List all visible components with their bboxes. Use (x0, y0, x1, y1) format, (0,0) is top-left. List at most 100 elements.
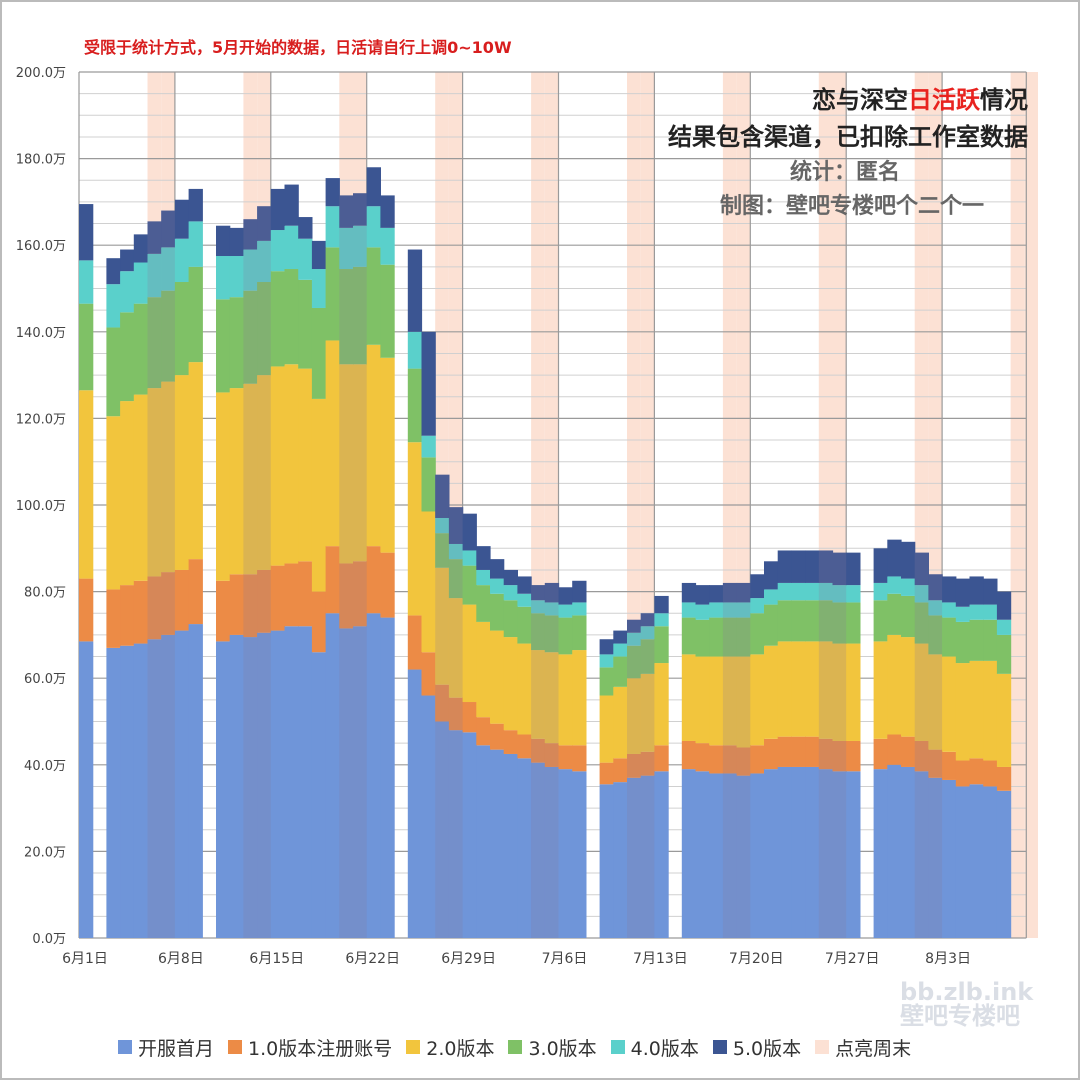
bar-segment-s4 (873, 582, 888, 601)
bar-segment-s5 (325, 178, 340, 207)
bar-segment-s5 (955, 578, 971, 607)
bar-segment-s5 (435, 474, 450, 518)
y-tick-label: 100.0万 (16, 499, 66, 514)
bar-segment-s3 (887, 593, 902, 635)
bar-segment-s2 (983, 660, 998, 761)
bar-segment-s0 (613, 782, 628, 938)
bar-segment-s5 (942, 576, 957, 603)
bar-segment-s1 (106, 589, 121, 648)
bar-segment-s2 (531, 650, 546, 739)
bar-segment-s2 (243, 383, 258, 575)
bar-segment-s1 (955, 760, 971, 787)
bar-segment-s0 (709, 773, 724, 938)
bar-segment-s3 (243, 290, 258, 384)
legend-item: 2.0版本 (406, 1034, 494, 1061)
bar-segment-s2 (914, 643, 929, 741)
y-tick-label: 80.0万 (24, 586, 66, 601)
bar-segment-s0 (174, 630, 190, 938)
bar-segment-s3 (750, 613, 765, 655)
bar-segment-s3 (79, 303, 94, 391)
bar-segment-s4 (407, 331, 423, 369)
bar-segment-s3 (503, 600, 518, 638)
bar-segment-s3 (257, 282, 272, 376)
bar-segment-s1 (695, 743, 710, 772)
legend-label: 点亮周末 (835, 1037, 912, 1060)
x-tick-label: 6月1日 (62, 951, 108, 967)
bar-segment-s0 (777, 766, 792, 938)
bar-segment-s0 (599, 784, 614, 938)
bar-segment-s3 (955, 621, 971, 664)
bar-segment-s3 (325, 247, 340, 341)
bar-segment-s3 (298, 279, 313, 369)
bar-segment-s4 (627, 632, 642, 646)
bar-segment-s5 (490, 559, 505, 579)
bar-segment-s3 (421, 457, 436, 512)
bar-segment-s0 (640, 775, 655, 938)
bar-segment-s0 (353, 626, 368, 938)
y-tick-label: 20.0万 (24, 845, 66, 860)
statistics-credit: 统计：匿名 (789, 160, 900, 185)
y-tick-label: 180.0万 (16, 153, 66, 168)
data-note: 受限于统计方式，5月开始的数据，日活请自行上调0~10W (84, 38, 512, 57)
bar-segment-s4 (490, 578, 505, 594)
bar-segment-s4 (188, 221, 203, 267)
bar-segment-s2 (476, 621, 491, 718)
bar-segment-s2 (777, 641, 792, 737)
legend-item: 点亮周末 (815, 1034, 911, 1061)
bar-segment-s5 (133, 234, 149, 263)
watermark-line2: 壁吧专楼吧 (900, 1002, 1020, 1030)
x-axis-ticks: 6月1日 6月8日 6月15日 6月22日 6月29日 7月6日 7月13日 7月20日 7月2… (62, 951, 971, 967)
bar-segment-s3 (133, 303, 149, 395)
bar-segment-s4 (558, 604, 573, 618)
bar-segment-s0 (298, 626, 313, 938)
weekend-bar-tint (928, 574, 943, 938)
bar-segment-s5 (750, 574, 765, 599)
bar-segment-s5 (229, 227, 244, 257)
bar-segment-s5 (257, 206, 272, 241)
stacked-bars (79, 167, 1012, 939)
bar-segment-s4 (654, 613, 669, 627)
bar-segment-s3 (216, 299, 231, 393)
legend-item: 3.0版本 (508, 1034, 597, 1061)
bar-segment-s4 (722, 602, 738, 618)
bar-segment-s1 (216, 580, 231, 642)
bar-segment-s0 (722, 773, 738, 938)
title-prefix: 恋与深空 (812, 86, 908, 114)
bar-segment-s2 (339, 364, 354, 564)
bar-segment-s2 (544, 652, 560, 744)
bar-segment-s2 (490, 630, 505, 724)
bar-segment-s5 (818, 550, 834, 583)
bar-segment-s3 (531, 613, 546, 651)
bar-segment-s1 (517, 734, 532, 759)
bar-segment-s4 (366, 206, 381, 248)
bar-segment-s1 (750, 745, 765, 774)
weekend-bar-tint (544, 582, 560, 938)
bar-segment-s1 (161, 572, 176, 635)
bar-segment-s3 (805, 600, 820, 642)
bar-segment-s0 (120, 645, 135, 938)
bar-segment-s3 (942, 617, 957, 657)
bar-segment-s4 (846, 585, 861, 603)
bar-segment-s4 (805, 582, 820, 601)
bar-segment-s3 (407, 368, 423, 443)
bar-segment-s4 (448, 543, 464, 560)
bar-segment-s5 (722, 582, 738, 603)
bar-segment-s2 (147, 388, 162, 577)
bar-segment-s0 (928, 777, 943, 938)
bar-segment-s3 (174, 282, 190, 376)
bar-segment-s0 (325, 613, 340, 938)
bar-segment-s4 (79, 260, 94, 304)
chart-subtitle: 结果包含渠道，已扣除工作室数据 (668, 123, 1028, 151)
bar-segment-s1 (928, 749, 943, 778)
bar-segment-s1 (229, 574, 244, 635)
bar-segment-s5 (79, 204, 94, 261)
bar-segment-s2 (846, 643, 861, 741)
bar-segment-s5 (736, 582, 751, 603)
bar-segment-s1 (476, 717, 491, 746)
weekend-bar-tint (627, 619, 642, 938)
legend-item: 5.0版本 (712, 1034, 801, 1061)
bar-segment-s2 (380, 357, 395, 553)
bar-segment-s3 (969, 619, 984, 661)
